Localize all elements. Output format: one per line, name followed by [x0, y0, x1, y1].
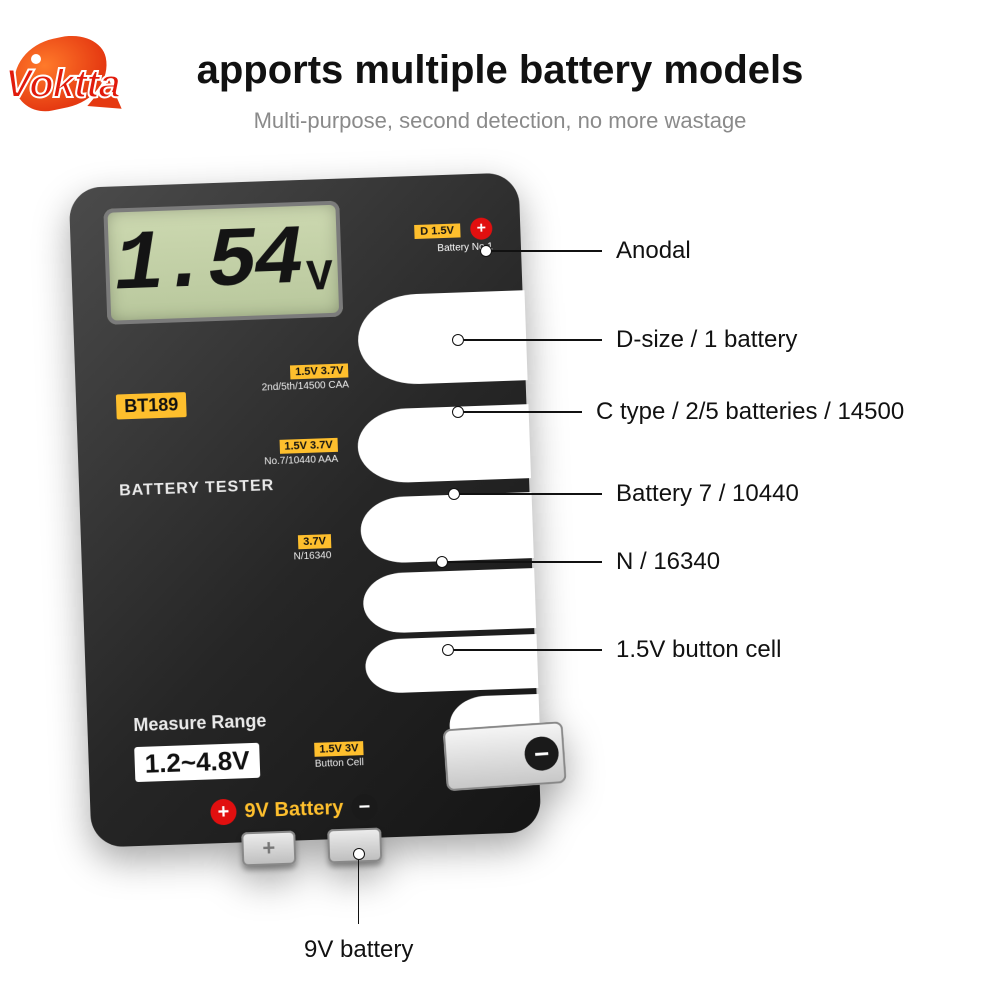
- callout-label: 9V battery: [304, 936, 413, 964]
- slot2-hl: 1.5V 3.7V: [279, 438, 338, 454]
- subhead: Multi-purpose, second detection, no more…: [0, 108, 1000, 134]
- slot-label-3: 3.7V N/16340: [293, 531, 332, 562]
- callout-9v: 9V battery: [304, 848, 413, 964]
- callout: N / 16340: [436, 548, 720, 576]
- callout-dot: [452, 334, 464, 346]
- callout: D-size / 1 battery: [452, 326, 797, 354]
- nine-volt-terminal-plus: [241, 831, 296, 867]
- callout-dot: [442, 644, 454, 656]
- buttoncell-sub: Button Cell: [315, 757, 364, 770]
- headline: apports multiple battery models: [0, 48, 1000, 93]
- device: − 1.54 V D 1.5V + Battery No.1 1.5V 3.7V…: [69, 172, 542, 847]
- buttoncell-hl: 1.5V 3V: [314, 741, 364, 757]
- contact-plate: −: [443, 721, 567, 791]
- slot3-hl: 3.7V: [298, 534, 331, 549]
- callout-label: Battery 7 / 10440: [616, 480, 799, 508]
- callout: C type / 2/5 batteries / 14500: [452, 398, 904, 426]
- callout-label: 1.5V button cell: [616, 636, 781, 664]
- callout-dot: [452, 406, 464, 418]
- callout-stem: [358, 860, 360, 924]
- lcd-value: 1.54: [113, 213, 302, 314]
- plus-icon: +: [210, 799, 237, 826]
- model-badge: BT189: [116, 392, 187, 419]
- callout-stem: [460, 493, 602, 495]
- slot3-sub: N/16340: [293, 550, 331, 562]
- callout-label: N / 16340: [616, 548, 720, 576]
- lcd-unit: V: [306, 253, 335, 318]
- minus-icon: −: [351, 794, 378, 821]
- callout-dot: [448, 488, 460, 500]
- lcd-screen: 1.54 V: [103, 201, 343, 325]
- callout-stem: [464, 411, 582, 413]
- measure-range-value: 1.2~4.8V: [134, 743, 260, 782]
- callout-dot: [353, 848, 365, 860]
- slot1-hl: 1.5V 3.7V: [290, 363, 349, 379]
- nine-volt-label: 9V Battery: [244, 796, 344, 822]
- callout-dot: [480, 245, 492, 257]
- callout-label: D-size / 1 battery: [616, 326, 797, 354]
- callout: 1.5V button cell: [442, 636, 781, 664]
- slot-label-1: 1.5V 3.7V 2nd/5th/14500 CAA: [261, 360, 349, 393]
- slot-label-2: 1.5V 3.7V No.7/10440 AAA: [263, 435, 338, 468]
- callout-dot: [436, 556, 448, 568]
- anodal-hl: D 1.5V: [414, 224, 460, 240]
- minus-icon: −: [523, 735, 559, 771]
- slot-n16340: [362, 568, 536, 634]
- callout: Anodal: [480, 237, 691, 265]
- callout-stem: [464, 339, 602, 341]
- callout: Battery 7 / 10440: [448, 480, 799, 508]
- buttoncell-label: 1.5V 3V Button Cell: [314, 738, 364, 770]
- callout-label: Anodal: [616, 237, 691, 265]
- callout-stem: [454, 649, 602, 651]
- callout-stem: [448, 561, 602, 563]
- callout-stem: [492, 250, 602, 252]
- callout-label: C type / 2/5 batteries / 14500: [596, 398, 904, 426]
